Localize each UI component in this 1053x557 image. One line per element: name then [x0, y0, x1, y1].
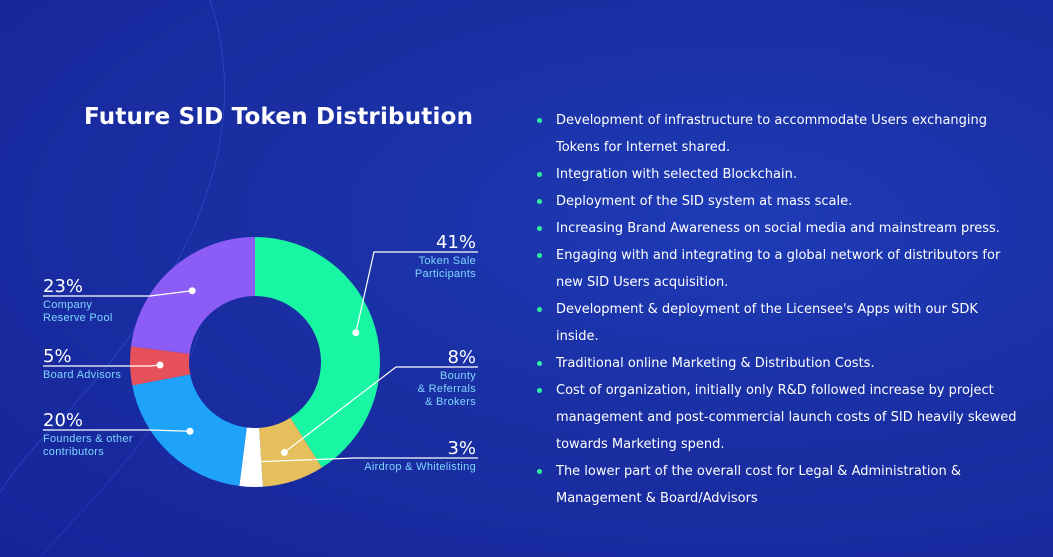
slice-category-label: Token Sale [419, 255, 476, 267]
leader-line [283, 366, 478, 453]
slice-percent-label: 41% [436, 232, 476, 253]
slice-category-label: Founders & other [43, 433, 133, 445]
bullet-text: Integration with selected Blockchain. [556, 167, 797, 182]
leader-dot [186, 427, 194, 435]
bullet-item: Traditional online Marketing & Distribut… [537, 350, 1022, 377]
leader-dot [280, 448, 288, 456]
bullet-item: Cost of organization, initially only R&D… [537, 377, 1022, 458]
slice-category-label: & Brokers [425, 396, 476, 408]
leader-line [43, 290, 193, 297]
leader-dot [352, 329, 360, 337]
slice-percent-label: 20% [43, 410, 83, 431]
bullet-dot-icon [537, 361, 542, 366]
bullet-text: Development of infrastructure to accommo… [556, 113, 988, 155]
bullet-item: Engaging with and integrating to a globa… [537, 242, 1022, 296]
donut-slice [130, 237, 255, 354]
slice-category-label: Reserve Pool [43, 312, 113, 324]
donut-slice [239, 427, 263, 487]
leader-line [355, 251, 478, 333]
bullet-text: Increasing Brand Awareness on social med… [556, 221, 1000, 236]
bullet-dot-icon [537, 118, 542, 123]
slice-percent-label: 23% [43, 276, 83, 297]
bullet-text: Traditional online Marketing & Distribut… [556, 356, 875, 371]
bullet-item: Development & deployment of the Licensee… [537, 296, 1022, 350]
bullet-item: Increasing Brand Awareness on social med… [537, 215, 1022, 242]
bullet-text: Development & deployment of the Licensee… [556, 302, 978, 344]
slice-category-label: Airdrop & Whitelisting [364, 461, 476, 473]
bullet-dot-icon [537, 307, 542, 312]
chart-title: Future SID Token Distribution [84, 104, 474, 130]
bullet-item: Integration with selected Blockchain. [537, 161, 1022, 188]
bullet-text: The lower part of the overall cost for L… [556, 464, 961, 506]
slice-category-label: Company [43, 299, 92, 311]
bullet-text: Engaging with and integrating to a globa… [556, 248, 1001, 290]
bullet-dot-icon [537, 469, 542, 474]
bullet-dot-icon [537, 388, 542, 393]
bullet-dot-icon [537, 172, 542, 177]
leader-dot [156, 361, 164, 369]
leader-line [43, 429, 190, 432]
bullet-item: Development of infrastructure to accommo… [537, 107, 1022, 161]
bullet-text: Cost of organization, initially only R&D… [556, 383, 1017, 452]
slice-category-label: contributors [43, 446, 104, 458]
donut-slice [259, 417, 322, 487]
bullet-dot-icon [537, 226, 542, 231]
slice-category-label: & Referrals [418, 383, 477, 395]
leader-line [251, 457, 478, 463]
cost-bullet-list: Development of infrastructure to accommo… [537, 107, 1022, 512]
slice-category-label: Bounty [440, 370, 476, 382]
slice-category-label: Board Advisors [43, 369, 121, 381]
slice-category-label: Participants [415, 268, 476, 280]
bullet-item: The lower part of the overall cost for L… [537, 458, 1022, 512]
leader-dot [248, 458, 256, 466]
slice-percent-label: 8% [447, 347, 476, 368]
bullet-dot-icon [537, 253, 542, 258]
bullet-item: Deployment of the SID system at mass sca… [537, 188, 1022, 215]
slice-percent-label: 3% [447, 438, 476, 459]
leader-dot [188, 287, 196, 295]
donut-slice [255, 237, 381, 468]
bullet-text: Deployment of the SID system at mass sca… [556, 194, 853, 209]
slice-percent-label: 5% [43, 346, 72, 367]
bullet-dot-icon [537, 199, 542, 204]
